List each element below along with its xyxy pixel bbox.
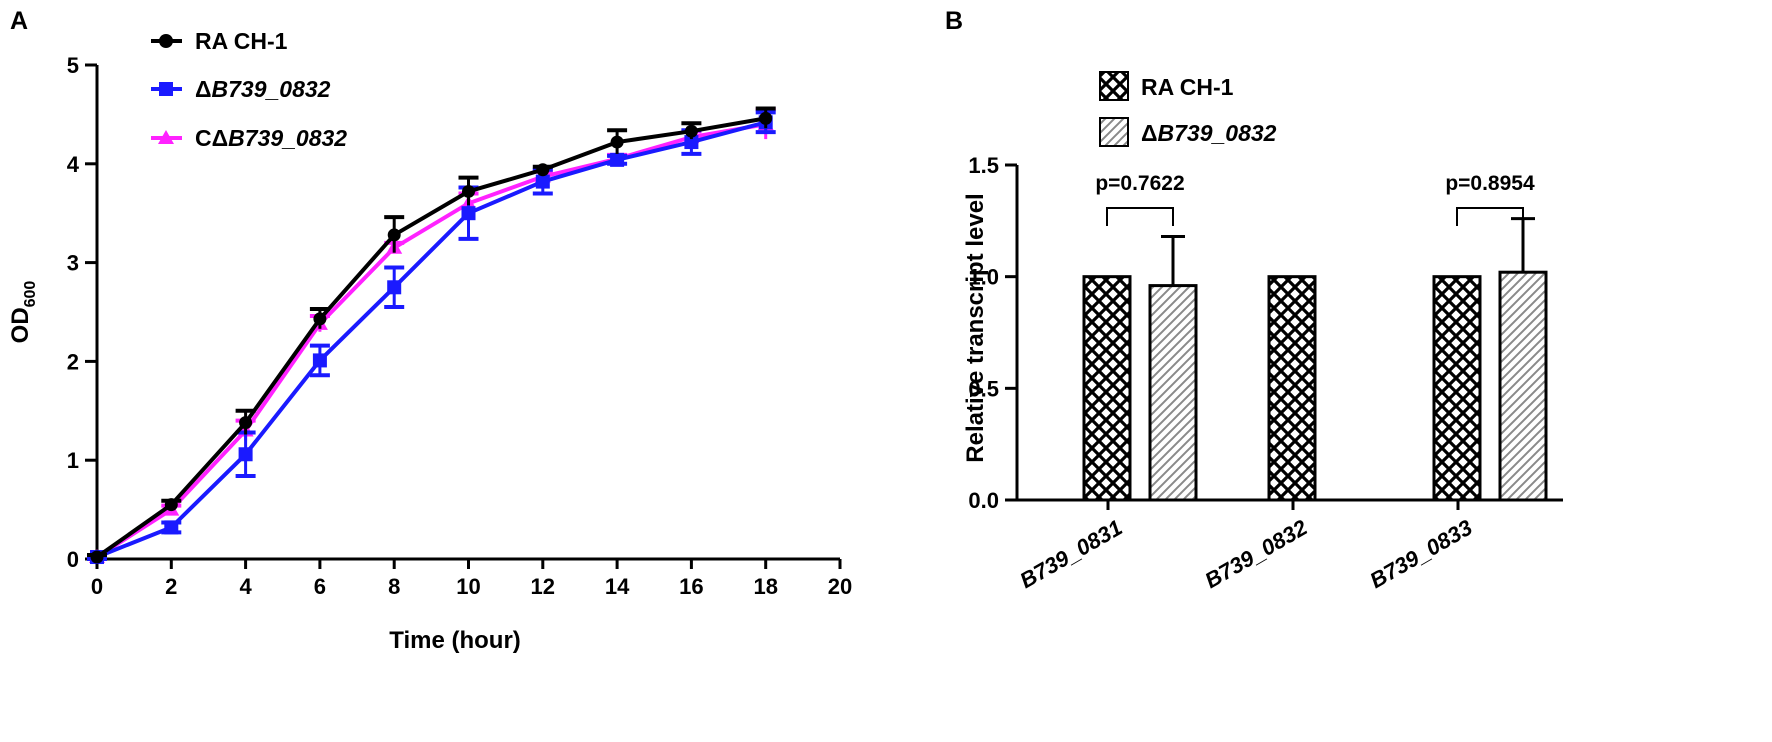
- legend-b-label-1: ΔB739_0832: [1141, 120, 1277, 146]
- panel-b-legend: RA CH-1 ΔB739_0832: [1099, 71, 1277, 147]
- bar-series-1-B739_0833: [1498, 270, 1548, 502]
- panel-b-y-tick-label: 1.0: [968, 265, 999, 290]
- panel-a-y-tick-label: 5: [67, 53, 79, 78]
- bar-series-1-B739_0831: [1148, 284, 1198, 502]
- series-0-point: [239, 416, 253, 430]
- p-value-label: p=0.8954: [1445, 172, 1535, 195]
- p-value-label: p=0.7622: [1095, 172, 1184, 195]
- legend-a-label-1-prefix: Δ: [195, 76, 212, 102]
- panel-a-y-tick-label: 3: [67, 251, 79, 276]
- series-0-point: [164, 498, 178, 512]
- legend-b-item-0: RA CH-1: [1099, 71, 1234, 101]
- panel-b-annotations: p=0.7622 p=0.8954: [1095, 172, 1535, 226]
- series-0-point: [684, 124, 698, 138]
- panel-a-label: A: [10, 7, 28, 35]
- panel-b-bars: [1082, 217, 1548, 502]
- panel-b-tick-labels: 0.0 0.5 1.0 1.5 B739_0831 B739_0832 B739_0833: [968, 153, 1476, 593]
- panel-a-x-tick-label: 14: [605, 574, 630, 599]
- series-0-point: [759, 111, 773, 125]
- series-0-line: [95, 116, 767, 559]
- panel-a-series: [87, 106, 776, 565]
- panel-b-y-axis-title: Relative transcript level: [962, 193, 989, 462]
- panel-a-x-axis-title: Time (hour): [389, 627, 521, 654]
- panel-a-x-tick-label: 10: [456, 574, 480, 599]
- legend-b-label-1-prefix: Δ: [1141, 120, 1158, 146]
- panel-b-y-tick-label: 0.0: [968, 488, 999, 513]
- bar-series-0-B739_0833: [1432, 275, 1482, 502]
- legend-b-swatch-0: [1099, 71, 1129, 101]
- panel-a-x-tick-label: 6: [314, 574, 326, 599]
- panel-a-y-axis-title-subscript: 600: [22, 281, 39, 308]
- panel-a-x-tick-label: 2: [165, 574, 177, 599]
- series-1-point: [312, 353, 327, 368]
- panel-a-y-tick-label: 0: [67, 547, 79, 572]
- series-1-point: [461, 206, 476, 221]
- series-0-group: [87, 106, 776, 564]
- legend-a-label-0: RA CH-1: [195, 28, 288, 54]
- series-1-point: [684, 135, 699, 150]
- series-0-point: [90, 550, 104, 564]
- legend-b-label-0-name: RA CH-1: [1141, 74, 1234, 100]
- series-2-line: [95, 122, 767, 559]
- panel-a-x-tick-label: 18: [753, 574, 777, 599]
- panel-a-y-axis-title-main: OD: [7, 307, 34, 343]
- panel-a-y-tick-label: 4: [67, 152, 80, 177]
- series-0-point: [462, 184, 475, 198]
- legend-a-marker-1: [159, 82, 173, 96]
- legend-a-label-1-name: B739_0832: [212, 76, 331, 102]
- series-1-point: [535, 174, 550, 189]
- panel-b-label: B: [945, 7, 963, 35]
- legend-a-marker-2: [158, 130, 174, 144]
- series-1-point: [387, 280, 402, 295]
- panel-a-x-tick-label: 4: [239, 574, 252, 599]
- panel-a-y-tick-label: 2: [67, 349, 79, 374]
- series-1-point: [610, 152, 625, 167]
- panel-a-y-axis-title: OD600: [7, 281, 39, 344]
- legend-b-label-1-name: B739_0832: [1158, 120, 1277, 146]
- legend-b-label-0: RA CH-1: [1141, 74, 1234, 100]
- panel-b-y-tick-label: 1.5: [968, 153, 999, 178]
- panel-a-y-tick-label: 1: [67, 448, 79, 473]
- legend-a-label-1: ΔB739_0832: [195, 76, 331, 102]
- legend-a-label-2-prefix: CΔ: [195, 125, 228, 151]
- panel-b-category-label: B739_0833: [1365, 515, 1476, 594]
- series-1-line: [96, 120, 767, 559]
- legend-a-item-0: RA CH-1: [151, 28, 288, 54]
- series-0-point: [387, 228, 401, 242]
- legend-a-label-2: CΔB739_0832: [195, 125, 347, 151]
- panel-a-x-tick-label: 16: [679, 574, 703, 599]
- panel-b-y-tick-label: 0.5: [968, 376, 999, 401]
- panel-a-x-tick-label: 0: [91, 574, 103, 599]
- panel-b-category-label: B739_0832: [1200, 514, 1312, 593]
- legend-a-label-0-name: RA CH-1: [195, 28, 288, 54]
- panel-b-axes: [1005, 163, 1563, 510]
- panel-a-x-tick-label: 20: [828, 574, 852, 599]
- series-1-point: [238, 447, 253, 462]
- legend-a-label-2-name: B739_0832: [228, 125, 347, 151]
- series-0-point: [610, 135, 624, 149]
- series-1-group: [87, 110, 776, 565]
- series-2-group: [87, 107, 776, 564]
- bar-series-0-B739_0832: [1267, 275, 1317, 502]
- panel-b-category-label: B739_0831: [1015, 515, 1126, 594]
- panel-a-x-tick-label: 8: [388, 574, 400, 599]
- legend-b-item-1: ΔB739_0832: [1099, 117, 1277, 147]
- legend-a-item-1: ΔB739_0832: [151, 76, 331, 102]
- legend-a-item-2: CΔB739_0832: [151, 125, 347, 151]
- bar-series-0-B739_0831: [1082, 275, 1132, 502]
- series-0-point: [536, 163, 550, 177]
- panel-a-legend: RA CH-1 ΔB739_0832 CΔB739_0832: [151, 28, 347, 151]
- legend-b-swatch-1: [1099, 117, 1129, 147]
- p-value-bracket: [1456, 207, 1524, 226]
- panel-a-x-tick-label: 12: [531, 574, 555, 599]
- p-value-bracket: [1106, 207, 1174, 226]
- series-0-point: [313, 312, 327, 326]
- series-1-point: [164, 520, 179, 535]
- legend-a-marker-0: [159, 34, 173, 48]
